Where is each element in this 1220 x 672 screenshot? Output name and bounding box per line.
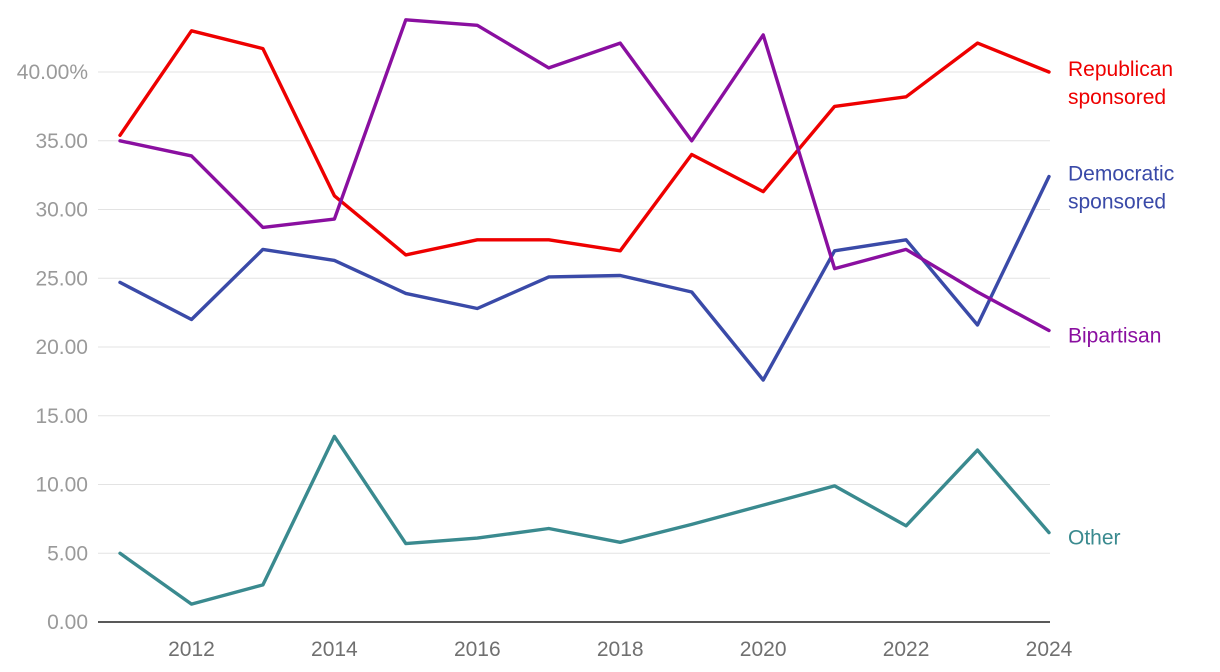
x-tick-label: 2018	[597, 638, 644, 661]
x-tick-label: 2020	[740, 638, 787, 661]
y-tick-label: 35.00	[35, 130, 88, 153]
series-label-bipartisan: Bipartisan	[1068, 325, 1161, 348]
x-tick-label: 2012	[168, 638, 215, 661]
series-label-line: Republican	[1068, 58, 1173, 81]
series-labels: Republican sponsored Democratic sponsored Bi…	[1068, 58, 1174, 550]
y-tick-label: 30.00	[35, 199, 88, 222]
series-label-democratic-sponsored: Democratic sponsored	[1068, 163, 1174, 214]
y-tick-label: 20.00	[35, 336, 88, 359]
series-label-line: Bipartisan	[1068, 325, 1161, 348]
y-axis-ticks: 0.00 5.00 10.00 15.00 20.00 25.00 30.00 35.00 40…	[17, 61, 88, 634]
series-line-other	[118, 434, 1051, 606]
x-axis-ticks: 2012 2014 2016 2018 2020 2022 2024	[168, 638, 1073, 661]
y-tick-label: 5.00	[47, 542, 88, 565]
x-tick-label: 2016	[454, 638, 501, 661]
series-label-line: sponsored	[1068, 86, 1166, 109]
series-line-bipartisan	[118, 18, 1051, 333]
x-tick-label: 2014	[311, 638, 358, 661]
series-lines	[118, 18, 1051, 606]
series-line-democratic-sponsored	[118, 174, 1051, 382]
series-label-republican-sponsored: Republican sponsored	[1068, 58, 1173, 109]
y-tick-label: 10.00	[35, 474, 88, 497]
series-label-line: Democratic	[1068, 163, 1174, 186]
series-label-line: sponsored	[1068, 191, 1166, 214]
series-line-republican-sponsored	[118, 29, 1051, 257]
x-tick-label: 2022	[883, 638, 930, 661]
y-tick-label: 0.00	[47, 611, 88, 634]
x-tick-label: 2024	[1026, 638, 1073, 661]
y-tick-label: 40.00%	[17, 61, 88, 84]
gridlines	[98, 71, 1050, 554]
series-label-line: Other	[1068, 527, 1121, 550]
series-label-other: Other	[1068, 527, 1121, 550]
y-tick-label: 25.00	[35, 267, 88, 290]
y-tick-label: 15.00	[35, 405, 88, 428]
